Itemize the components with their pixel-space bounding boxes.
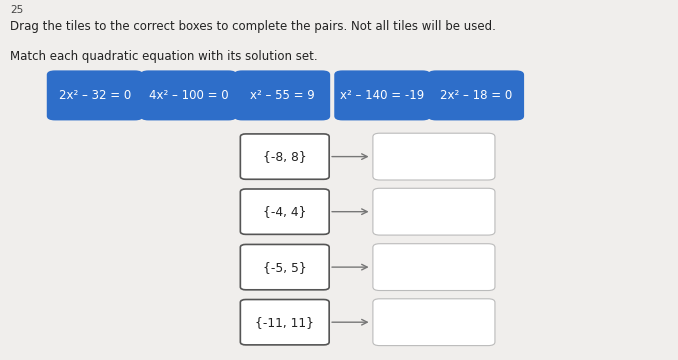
- FancyBboxPatch shape: [234, 71, 330, 120]
- Text: 25: 25: [10, 5, 24, 15]
- Text: Match each quadratic equation with its solution set.: Match each quadratic equation with its s…: [10, 50, 318, 63]
- FancyBboxPatch shape: [240, 134, 330, 179]
- FancyBboxPatch shape: [240, 244, 330, 290]
- FancyBboxPatch shape: [140, 71, 237, 120]
- FancyBboxPatch shape: [373, 133, 495, 180]
- Text: 2x² – 18 = 0: 2x² – 18 = 0: [440, 89, 512, 102]
- FancyBboxPatch shape: [373, 188, 495, 235]
- FancyBboxPatch shape: [373, 299, 495, 346]
- FancyBboxPatch shape: [428, 71, 524, 120]
- Text: x² – 140 = -19: x² – 140 = -19: [340, 89, 424, 102]
- FancyBboxPatch shape: [373, 244, 495, 291]
- Text: 2x² – 32 = 0: 2x² – 32 = 0: [59, 89, 131, 102]
- FancyBboxPatch shape: [240, 300, 330, 345]
- Text: Drag the tiles to the correct boxes to complete the pairs. Not all tiles will be: Drag the tiles to the correct boxes to c…: [10, 20, 496, 33]
- Text: {-11, 11}: {-11, 11}: [256, 316, 314, 329]
- FancyBboxPatch shape: [334, 71, 431, 120]
- FancyBboxPatch shape: [47, 71, 143, 120]
- Text: 4x² – 100 = 0: 4x² – 100 = 0: [148, 89, 228, 102]
- FancyBboxPatch shape: [240, 189, 330, 234]
- Text: {-8, 8}: {-8, 8}: [263, 150, 306, 163]
- Text: {-5, 5}: {-5, 5}: [263, 261, 306, 274]
- Text: x² – 55 = 9: x² – 55 = 9: [250, 89, 315, 102]
- Text: {-4, 4}: {-4, 4}: [263, 205, 306, 218]
